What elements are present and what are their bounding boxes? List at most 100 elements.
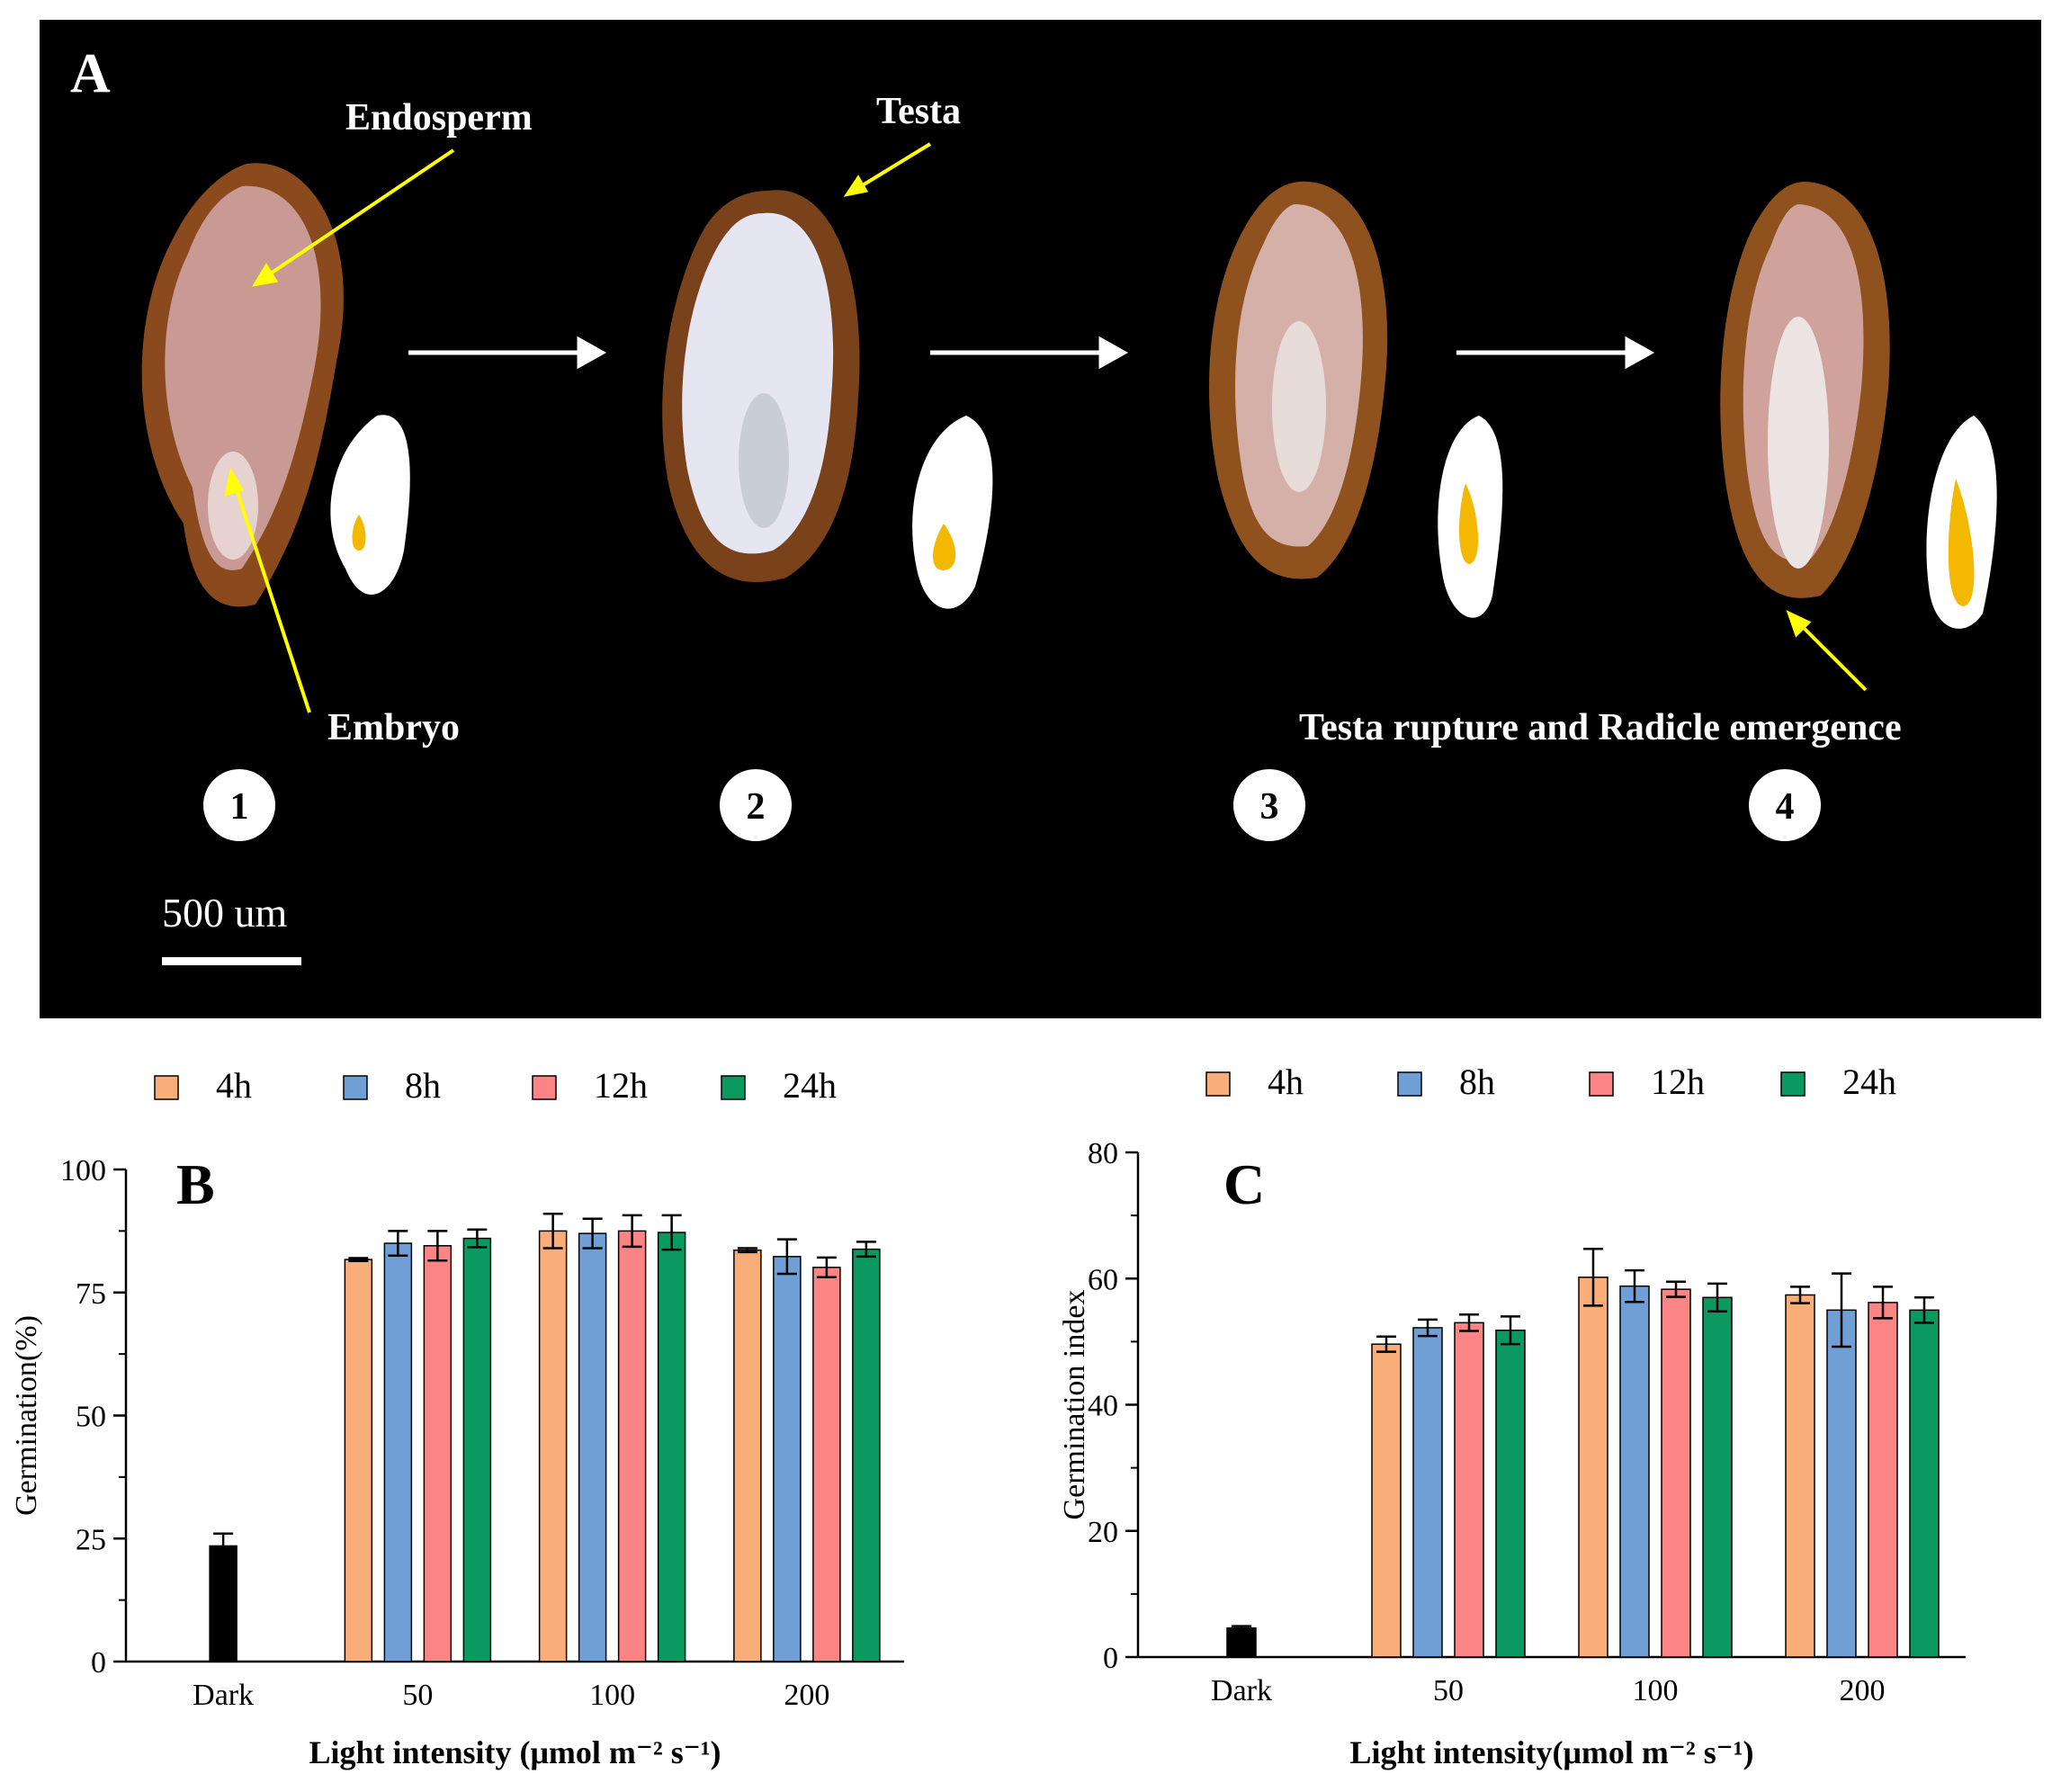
y-tick-label: 60 [1088,1263,1118,1296]
stage-badge-1: 1 [203,769,275,841]
bar-4h-200 [1785,1286,1815,1658]
legend-item-24h: 24h [721,1065,837,1106]
panel-b-chart: 4h 8h 12h 24h B 0 25 50 75 100 Germination(%) Dark 5… [10,1065,904,1770]
legend-swatch-12h [1589,1071,1614,1097]
scale-bar-label: 500 um [162,890,288,936]
x-axis-label: Light intensity(μmol m⁻² s⁻¹) [1350,1734,1754,1770]
legend-label-4h: 4h [216,1065,252,1106]
bar-12h-50 [1454,1313,1484,1658]
stage-arrows [408,336,1655,370]
bar-8h-100 [1619,1268,1650,1658]
y-tick-label: 40 [1088,1390,1118,1423]
bar-12h-100 [617,1214,647,1662]
bar-4h-100-rect [1578,1277,1608,1658]
panel-letter: C [1223,1152,1265,1216]
bar-12h-50-rect [423,1245,453,1662]
legend-label-24h: 24h [1842,1062,1896,1102]
seed-stage-3 [1209,181,1388,579]
label-embryo: Embryo [327,707,460,748]
bar-8h-200 [1826,1272,1857,1658]
stage-badge-3: 3 [1233,769,1305,841]
bar-12h-50 [423,1230,453,1662]
bar-24h-50-rect [462,1237,492,1662]
legend-label-8h: 8h [1459,1062,1495,1102]
bar-dark-rect [1226,1626,1257,1658]
panel-a-letter: A [70,43,111,104]
y-tick-label: 0 [1103,1642,1118,1675]
x-axis-label: Light intensity (μmol m⁻² s⁻¹) [309,1734,721,1770]
bar-24h-200-rect [1909,1309,1940,1658]
legend-label-8h: 8h [405,1065,441,1106]
embryo-icon [1948,479,1975,606]
bar-24h-100 [1702,1282,1733,1658]
bar-8h-100-rect [578,1232,607,1662]
scale-bar [162,957,301,965]
bar-24h-50 [462,1228,492,1662]
y-axis-label: Germination(%) [10,1315,43,1516]
seed-diagram-2 [912,416,993,609]
embryo-icon [932,524,956,570]
panel-c-chart: 4h 8h 12h 24h C 0 20 40 60 80 Germination index Dar… [1058,1062,1966,1770]
seed-diagram-3 [1438,416,1503,618]
svg-text:4: 4 [1776,786,1795,828]
legend-item-8h: 8h [1397,1062,1495,1102]
label-radicle-emergence: Testa rupture and Radicle emergence [1299,707,1902,748]
bar-24h-100-rect [1702,1296,1733,1658]
x-tick-label: Dark [1211,1674,1272,1707]
y-tick-label: 20 [1088,1516,1118,1549]
bar-4h-200 [733,1247,762,1662]
legend-swatch-12h [532,1075,557,1100]
y-tick-label: 0 [91,1646,106,1680]
x-tick-label: 50 [402,1679,433,1712]
seed-diagram-1 [330,415,410,595]
bar-dark-rect [209,1545,237,1662]
bar-24h-50-rect [1495,1330,1526,1658]
seed-diagram-4 [1926,416,1997,629]
bar-24h-200 [852,1241,881,1662]
legend-label-4h: 4h [1268,1062,1304,1102]
bar-4h-50 [1371,1335,1402,1658]
x-tick-label: 100 [1633,1674,1679,1707]
legend-swatch-24h [1780,1071,1806,1097]
x-tick-label: 100 [589,1679,635,1712]
bar-dark [1226,1625,1257,1658]
y-tick-label: 50 [76,1401,106,1434]
seed-stage-2 [662,190,860,583]
bar-12h-100-rect [617,1230,647,1662]
bar-4h-50-rect [1371,1343,1402,1658]
y-tick-label: 75 [76,1277,106,1311]
legend-swatch-8h [1397,1071,1422,1097]
y-axis-label: Germination index [1058,1290,1091,1520]
stage-badge-2: 2 [720,769,792,841]
bar-12h-200-rect [1868,1302,1898,1658]
x-tick-label: 200 [784,1679,829,1712]
x-tick-label: Dark [193,1679,254,1712]
bar-8h-200-rect [1826,1309,1857,1658]
annotation-arrows [224,142,1868,713]
bar-24h-100 [657,1214,686,1662]
embryo-icon [1459,483,1479,564]
panel-a-photo: A [40,20,2041,1018]
bar-24h-200 [1909,1296,1940,1658]
bar-4h-50 [344,1257,373,1662]
bar-12h-200-rect [812,1267,841,1662]
label-endosperm: Endosperm [345,97,533,139]
legend-swatch-8h [343,1075,368,1100]
bar-24h-50 [1495,1315,1526,1658]
bar-4h-50-rect [344,1259,373,1662]
bar-8h-200-rect [773,1256,802,1662]
legend-item-12h: 12h [1589,1062,1705,1102]
bar-4h-100-rect [538,1230,568,1662]
legend-item-24h: 24h [1780,1062,1896,1102]
legend-label-12h: 12h [1651,1062,1705,1102]
legend-swatch-4h [1205,1071,1231,1097]
svg-text:2: 2 [747,786,766,828]
svg-text:1: 1 [230,786,249,828]
bar-4h-200-rect [733,1249,762,1662]
bar-24h-200-rect [852,1248,881,1662]
bar-8h-100 [578,1217,607,1662]
bar-dark [209,1532,237,1662]
panel-letter: B [176,1152,215,1216]
bar-12h-50-rect [1454,1322,1484,1658]
legend-label-12h: 12h [594,1065,648,1106]
